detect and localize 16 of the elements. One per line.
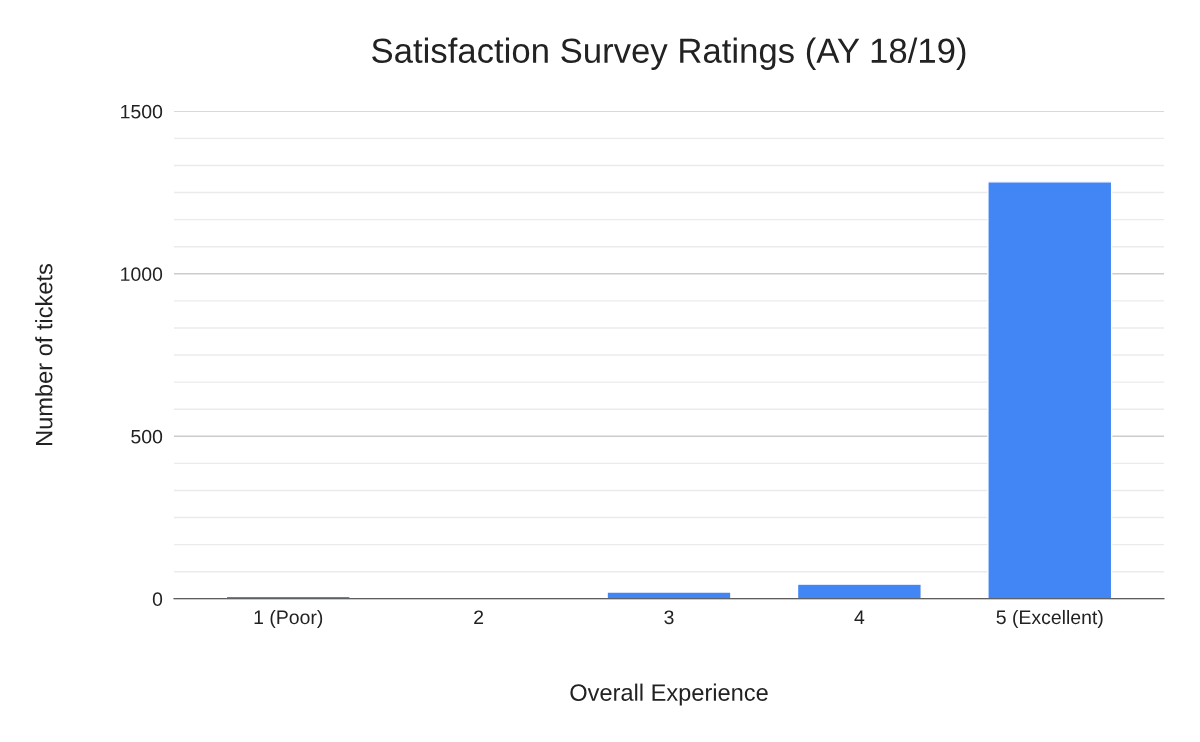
x-tick-label: 5 (Excellent) bbox=[996, 609, 1103, 629]
bar bbox=[225, 595, 351, 599]
y-axis-title: Number of tickets bbox=[35, 264, 53, 445]
x-axis-title: Overall Experience bbox=[570, 683, 768, 706]
y-tick-label: 0 bbox=[152, 592, 163, 607]
x-tick-label: 1 (Poor) bbox=[254, 609, 323, 629]
bar bbox=[987, 181, 1113, 599]
x-tick-label: 3 bbox=[664, 610, 674, 625]
y-tick-label: 500 bbox=[131, 429, 163, 444]
x-tick-label: 2 bbox=[474, 610, 484, 624]
bar bbox=[606, 591, 732, 599]
chart-title: Satisfaction Survey Ratings (AY 18/19) bbox=[372, 37, 966, 70]
bar bbox=[796, 583, 922, 599]
y-tick-label: 1500 bbox=[121, 104, 163, 119]
x-tick-label: 4 bbox=[854, 610, 865, 624]
y-tick-label: 1000 bbox=[121, 267, 163, 282]
